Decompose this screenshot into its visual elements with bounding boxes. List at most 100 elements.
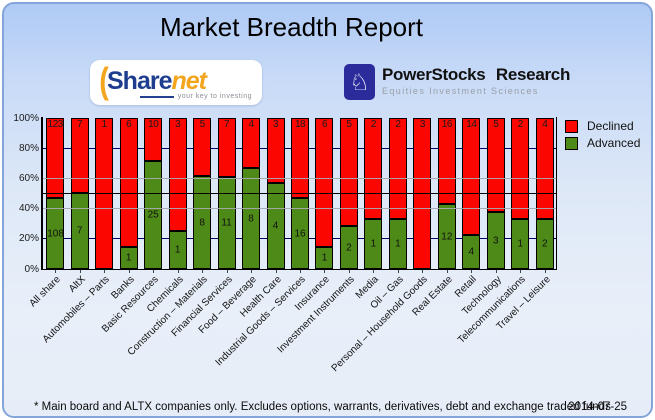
declined-segment: 5 (193, 118, 212, 176)
advanced-count: 2 (541, 238, 548, 250)
advanced-segment: 108 (46, 198, 65, 269)
powerstocks-subtitle: Equities Investment Sciences (382, 86, 539, 96)
x-tick (422, 270, 424, 273)
advanced-segment: 7 (70, 193, 89, 269)
advanced-segment: 2 (339, 226, 358, 269)
powerstocks-name: PowerStocks Research (382, 65, 571, 84)
x-tick (104, 270, 106, 273)
x-tick (153, 270, 155, 273)
x-tick (471, 270, 473, 273)
declined-segment: 18 (291, 118, 309, 198)
declined-count: 2 (517, 119, 524, 130)
x-tick (397, 270, 399, 273)
advanced-segment: 4 (266, 183, 285, 269)
declined-count: 1 (101, 119, 108, 130)
advanced-segment: 16 (291, 198, 309, 269)
legend-item-declined: Declined (565, 119, 640, 133)
footer-disclaimer: * Main board and ALTX companies only. Ex… (34, 401, 611, 413)
declined-count: 5 (199, 119, 206, 130)
declined-count: 7 (77, 119, 83, 130)
advanced-count: 16 (294, 228, 306, 239)
y-tick-label-20: 20% (18, 233, 39, 245)
x-axis-line (41, 269, 557, 270)
bar-financial-services: 7 11 (217, 118, 236, 269)
x-tick (55, 270, 57, 273)
advanced-segment: 1 (364, 219, 383, 269)
x-tick (79, 270, 81, 273)
declined-segment: 3 (266, 118, 285, 183)
declined-segment: 4 (535, 118, 554, 219)
powerstocks-logo: ♘ PowerStocks Research Equities Investme… (344, 64, 570, 100)
sharenet-arc-icon: ( (99, 60, 109, 101)
y-tick-label-80: 80% (18, 142, 39, 154)
advanced-count: 1 (517, 238, 524, 250)
declined-segment: 6 (315, 118, 334, 247)
advanced-segment: 12 (437, 204, 456, 269)
x-tick (495, 270, 497, 273)
x-tick (520, 270, 522, 273)
advanced-segment: 1 (315, 247, 334, 269)
advanced-segment: 1 (388, 219, 407, 269)
declined-segment: 16 (437, 118, 456, 204)
x-tick (177, 270, 179, 273)
sharenet-wordmark-share: Share (107, 66, 172, 95)
gridline-60 (43, 177, 557, 179)
declined-segment: 5 (339, 118, 358, 226)
declined-count: 14 (466, 119, 477, 130)
advanced-segment: 1 (119, 247, 138, 269)
chart-legend: Declined Advanced (565, 119, 640, 153)
declined-count: 10 (148, 119, 159, 130)
y-tick-label-100: 100% (13, 112, 39, 124)
midline-50 (43, 193, 557, 194)
declined-count: 16 (441, 119, 453, 130)
x-tick (544, 270, 546, 273)
advanced-count: 8 (248, 213, 254, 224)
declined-count: 5 (346, 119, 352, 130)
advanced-count: 8 (199, 217, 205, 228)
x-tick (348, 270, 350, 273)
declined-count: 4 (248, 119, 255, 130)
declined-count: 123 (47, 119, 64, 130)
advanced-segment: 8 (242, 168, 261, 269)
declined-count: 3 (175, 119, 181, 130)
bar-basic-resources: 10 25 (144, 118, 163, 269)
report-date: 2014-07-25 (568, 401, 627, 413)
y-tick-label-0: 0% (24, 263, 39, 275)
advanced-count: 1 (370, 238, 377, 250)
advanced-segment: 1 (511, 219, 530, 269)
declined-count: 6 (126, 119, 132, 130)
knight-chess-icon: ♘ (344, 64, 375, 100)
declined-count: 2 (395, 119, 401, 130)
y-tick-label-40: 40% (18, 203, 39, 215)
declined-count: 18 (294, 119, 306, 130)
right-axis-line (556, 117, 557, 270)
advanced-count: 1 (395, 238, 401, 250)
advanced-count: 1 (174, 244, 181, 256)
advanced-segment: 4 (462, 235, 481, 269)
advanced-segment: 3 (486, 212, 505, 269)
declined-segment: 3 (168, 118, 187, 231)
plot-area: 123 108 7 7 1 6 1 10 25 3 1 5 8 7 11 4 8 3 4 18 16 6 1 5 2 2 1 2 1 3 1… (43, 118, 557, 269)
advanced-segment: 11 (217, 177, 236, 269)
bar-real-estate: 16 12 (437, 118, 456, 269)
bar-retail: 14 4 (462, 118, 481, 269)
advanced-segment: 2 (535, 219, 554, 269)
declined-count: 7 (224, 119, 230, 130)
advanced-count: 108 (47, 228, 64, 239)
sharenet-wordmark-net: net (171, 66, 206, 95)
declined-count: 3 (419, 119, 426, 130)
page-title: Market Breadth Report (159, 12, 423, 42)
x-tick (373, 270, 375, 273)
advanced-segment: 25 (144, 161, 163, 269)
advanced-count: 25 (147, 209, 159, 221)
advanced-count: 1 (125, 252, 132, 264)
y-axis-labels: 100% 80% 60% 40% 20% 0% (4, 113, 39, 275)
